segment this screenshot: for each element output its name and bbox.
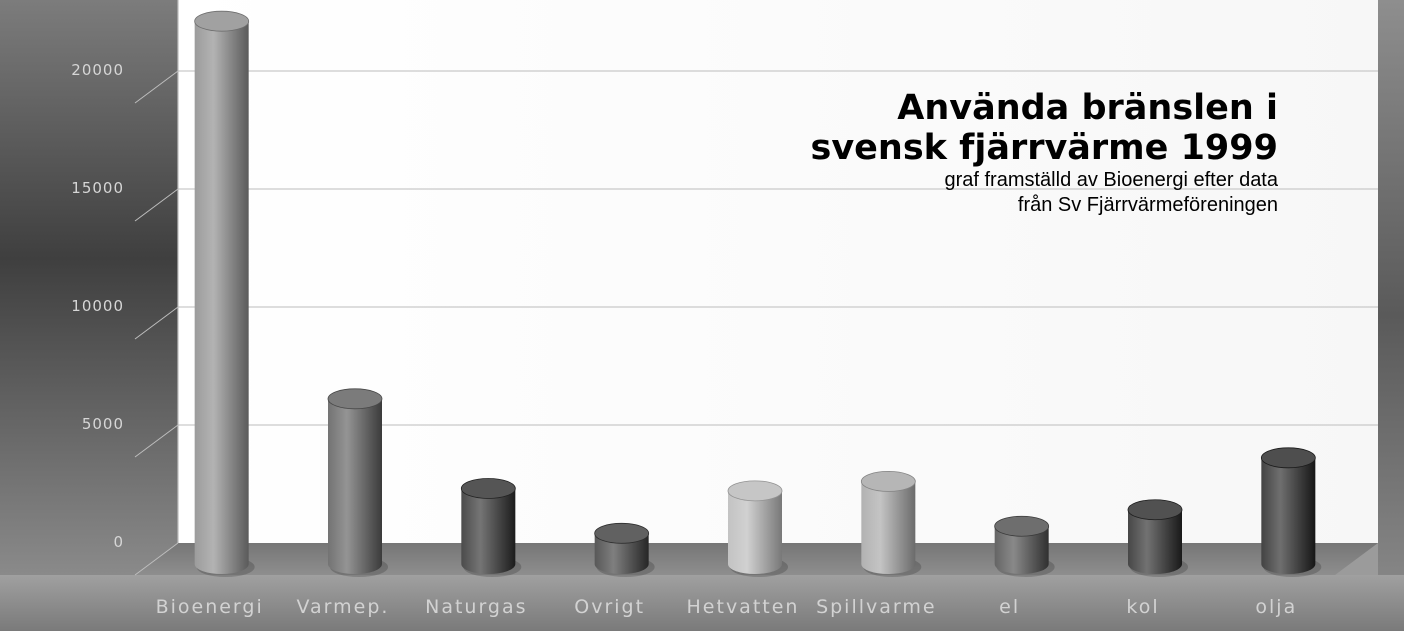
left-wall [0, 0, 178, 575]
x-axis-labels: Bioenergi Varmep. Naturgas Ovrigt Hetvatten S… [156, 596, 1297, 618]
x-category-label: el [999, 596, 1020, 618]
tick-mark [134, 70, 179, 104]
y-tick-label: 0 [113, 533, 124, 551]
bar-varmep- [327, 388, 388, 577]
bar-bioenergi [194, 10, 255, 577]
bottom-band [0, 575, 1404, 631]
bar-kol [1127, 499, 1188, 577]
tick-mark [134, 188, 179, 222]
bar-spillvarme [860, 470, 922, 577]
right-wall [1378, 0, 1404, 631]
x-category-label: Ovrigt [574, 596, 645, 618]
chart-title-line-2: svensk fjärrvärme 1999 [810, 128, 1278, 168]
x-category-label: Hetvatten [687, 596, 800, 618]
x-category-label: Naturgas [425, 596, 527, 618]
x-category-label: Spillvarme [816, 596, 937, 618]
bar-hetvatten [727, 480, 788, 577]
bar-ovrigt [594, 522, 655, 577]
bar-naturgas [460, 478, 522, 577]
x-category-label: kol [1126, 596, 1159, 618]
tick-mark [134, 542, 179, 576]
y-tick-label: 20000 [71, 61, 124, 79]
y-tick-label: 5000 [82, 415, 124, 433]
tick-mark [134, 424, 179, 458]
bar-el [994, 515, 1055, 577]
title-block: Använda bränslen i svensk fjärrvärme 199… [811, 88, 1278, 218]
chart-subtitle-line-2: från Sv Fjärrvärmeföreningen [1017, 194, 1278, 216]
tick-mark [134, 306, 179, 340]
y-tick-label: 15000 [71, 179, 124, 197]
x-category-label: Bioenergi [156, 596, 264, 618]
x-category-label: olja [1255, 596, 1297, 618]
bars [194, 10, 1322, 577]
y-tick-label: 10000 [71, 297, 124, 315]
chart-title-line-1: Använda bränslen i [897, 88, 1278, 128]
chart-subtitle-line-1: graf framställd av Bioenergi efter data [944, 169, 1278, 191]
x-category-label: Varmep. [297, 596, 390, 618]
bar-olja [1260, 447, 1322, 577]
y-axis-ticks: 0 5000 10000 15000 20000 [71, 61, 179, 576]
